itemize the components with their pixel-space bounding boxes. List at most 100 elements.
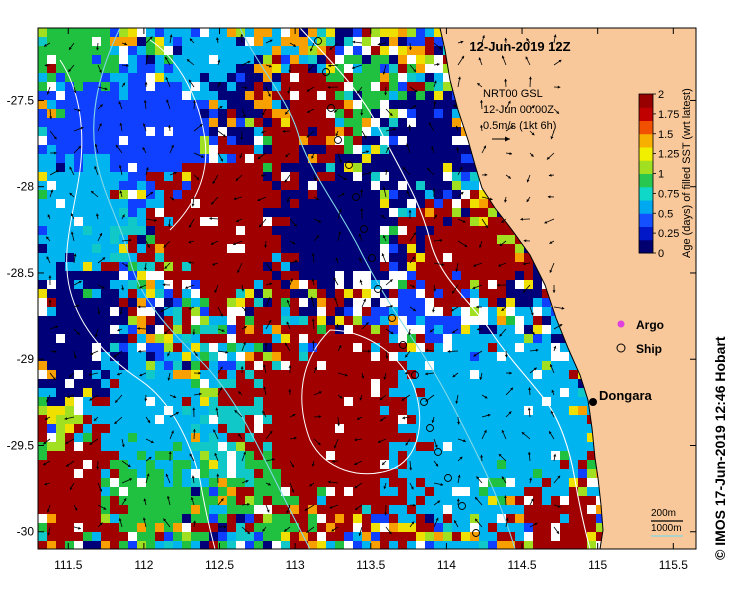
current-vector-head bbox=[240, 33, 244, 37]
sst-cell bbox=[119, 28, 129, 38]
current-vector-head bbox=[144, 81, 148, 85]
sst-cell bbox=[425, 280, 435, 290]
current-vector-head bbox=[191, 203, 195, 207]
sst-cell bbox=[191, 262, 201, 272]
current-vector-head bbox=[282, 129, 286, 133]
sst-cell bbox=[362, 46, 372, 56]
sst-cell bbox=[524, 343, 534, 353]
sst-cell bbox=[182, 145, 192, 155]
sst-cell bbox=[479, 343, 489, 353]
sst-cell bbox=[299, 280, 309, 290]
sst-cell bbox=[299, 406, 309, 416]
sst-cell bbox=[389, 379, 399, 389]
current-vector-head bbox=[482, 35, 485, 39]
sst-cell bbox=[182, 199, 192, 209]
sst-cell bbox=[245, 469, 255, 479]
sst-cell bbox=[254, 397, 264, 407]
sst-cell bbox=[101, 127, 111, 137]
sst-cell bbox=[299, 100, 309, 110]
sst-cell bbox=[587, 514, 597, 524]
current-vector-head bbox=[233, 242, 236, 246]
sst-cell bbox=[137, 361, 147, 371]
sst-cell bbox=[83, 496, 93, 506]
current-vector-head bbox=[143, 100, 147, 103]
sst-cell bbox=[263, 244, 273, 254]
sst-cell bbox=[452, 343, 462, 353]
sst-cell bbox=[443, 100, 453, 110]
current-vector-head bbox=[117, 328, 121, 332]
sst-cell bbox=[299, 361, 309, 371]
sst-cell bbox=[47, 289, 57, 299]
sst-cell bbox=[344, 478, 354, 488]
sst-cell bbox=[596, 532, 606, 542]
sst-cell bbox=[101, 469, 111, 479]
sst-cell bbox=[344, 253, 354, 263]
sst-cell bbox=[434, 406, 444, 416]
sst-cell bbox=[290, 532, 300, 542]
sst-cell bbox=[200, 262, 210, 272]
current-vector-head bbox=[553, 34, 557, 38]
current-vector-head bbox=[311, 253, 315, 256]
sst-cell bbox=[110, 325, 120, 335]
sst-cell bbox=[245, 298, 255, 308]
sst-cell bbox=[218, 460, 228, 470]
sst-cell bbox=[317, 478, 327, 488]
current-vector-head bbox=[115, 144, 119, 148]
sst-cell bbox=[461, 442, 471, 452]
current-vector-head bbox=[558, 59, 562, 63]
sst-cell bbox=[119, 244, 129, 254]
sst-cell bbox=[92, 325, 102, 335]
sst-cell bbox=[155, 541, 165, 549]
sst-cell bbox=[200, 244, 210, 254]
sst-cell bbox=[290, 289, 300, 299]
sst-cell bbox=[353, 190, 363, 200]
sst-cell bbox=[371, 442, 381, 452]
sst-cell bbox=[92, 541, 102, 549]
sst-cell bbox=[263, 307, 273, 317]
sst-cell bbox=[407, 199, 417, 209]
sst-cell bbox=[254, 388, 264, 398]
sst-cell bbox=[497, 343, 507, 353]
sst-cell bbox=[101, 55, 111, 65]
sst-cell bbox=[407, 325, 417, 335]
sst-cell bbox=[164, 487, 174, 497]
sst-cell bbox=[101, 289, 111, 299]
sst-cell bbox=[434, 73, 444, 83]
sst-cell bbox=[173, 226, 183, 236]
sst-cell bbox=[443, 280, 453, 290]
sst-cell bbox=[164, 136, 174, 146]
sst-cell bbox=[542, 442, 552, 452]
sst-cell bbox=[461, 478, 471, 488]
sst-cell bbox=[569, 523, 579, 533]
sst-cell bbox=[506, 460, 516, 470]
sst-cell bbox=[110, 199, 120, 209]
isobath-200m-b bbox=[59, 59, 216, 549]
sst-cell bbox=[398, 469, 408, 479]
sst-cell bbox=[353, 415, 363, 425]
sst-cell bbox=[452, 190, 462, 200]
sst-cell bbox=[497, 541, 507, 549]
sst-cell bbox=[317, 424, 327, 434]
sst-cell bbox=[587, 496, 597, 506]
sst-cell bbox=[65, 235, 75, 245]
sst-cell bbox=[326, 82, 336, 92]
sst-cell bbox=[173, 244, 183, 254]
sst-cell bbox=[326, 73, 336, 83]
current-vector-head bbox=[333, 277, 337, 281]
sst-cell bbox=[272, 541, 282, 549]
sst-cell bbox=[146, 100, 156, 110]
sst-cell bbox=[362, 505, 372, 515]
current-vector-head bbox=[523, 239, 527, 243]
sst-cell bbox=[434, 361, 444, 371]
sst-cell bbox=[299, 442, 309, 452]
sst-cell bbox=[380, 91, 390, 101]
sst-cell bbox=[326, 109, 336, 119]
sst-cell bbox=[65, 505, 75, 515]
sst-cell bbox=[290, 154, 300, 164]
current-vector-head bbox=[382, 71, 386, 75]
sst-cell bbox=[83, 442, 93, 452]
sst-cell bbox=[47, 181, 57, 191]
sst-cell bbox=[551, 424, 561, 434]
sst-cell bbox=[335, 262, 345, 272]
